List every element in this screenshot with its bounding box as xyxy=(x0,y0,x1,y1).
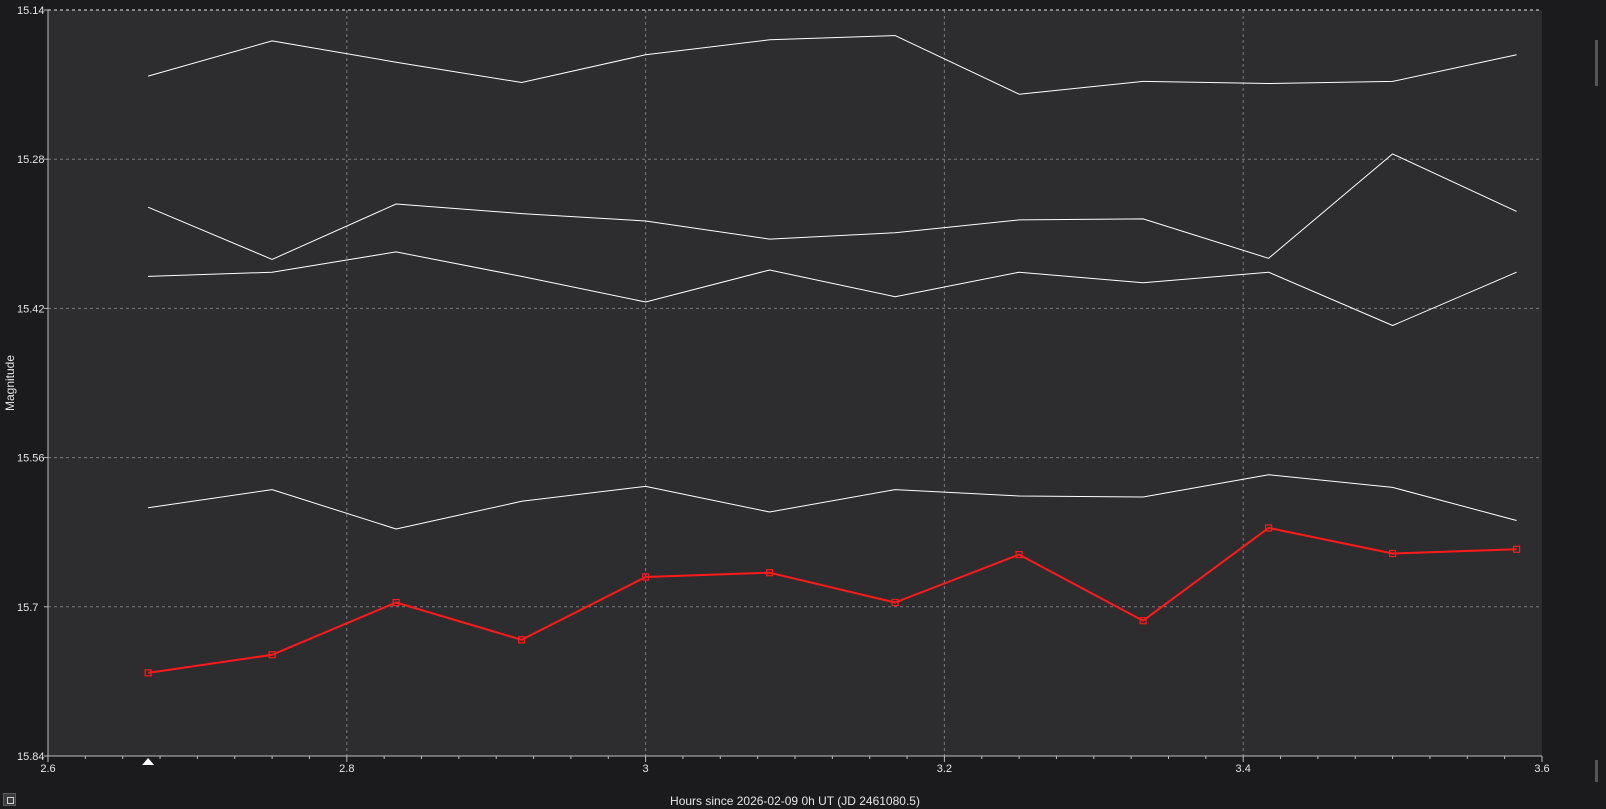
target-data-point[interactable] xyxy=(1388,549,1397,558)
comparison-series-line xyxy=(148,251,1517,326)
x-tick-label: 3.6 xyxy=(1534,763,1549,775)
comparison-series-line xyxy=(147,153,1517,260)
axes xyxy=(44,9,1543,762)
target-series-line xyxy=(147,526,1517,674)
y-tick-label: 15.42 xyxy=(17,303,45,315)
x-tick-label: 3.4 xyxy=(1236,763,1251,775)
target-data-point[interactable] xyxy=(1139,617,1147,625)
x-tick-label: 3.2 xyxy=(937,763,952,775)
target-data-point[interactable] xyxy=(1513,545,1521,553)
x-tick-label: 3 xyxy=(643,763,649,775)
corner-toggle-button[interactable] xyxy=(3,793,16,806)
y-axis-title: Magnitude xyxy=(3,355,17,411)
comparison-series-line xyxy=(147,35,1517,95)
target-data-point[interactable] xyxy=(891,598,899,607)
target-data-point[interactable] xyxy=(641,573,650,581)
scrollbar-thumb[interactable] xyxy=(1595,40,1598,86)
y-tick-label: 15.56 xyxy=(17,453,45,465)
comparison-series-line xyxy=(148,474,1517,530)
tick-labels: 15.14 15.28 15.42 15.56 15.7 15.842.6 2.8 3 3.2 3… xyxy=(17,5,1550,775)
target-data-point[interactable] xyxy=(517,636,526,644)
current-x-triangle-marker[interactable] xyxy=(142,758,155,765)
y-tick-label: 15.84 xyxy=(17,751,45,763)
right-scroll-strip xyxy=(1590,0,1606,809)
y-tick-label: 15.7 xyxy=(17,602,38,614)
scrollbar-track-marker xyxy=(1595,760,1598,782)
x-axis-title: Hours since 2026-02-09 0h UT (JD 2461080… xyxy=(670,794,920,808)
target-data-point[interactable] xyxy=(1015,550,1023,559)
plot-area xyxy=(48,10,1542,756)
x-tick-label: 2.6 xyxy=(40,763,55,775)
target-data-point[interactable] xyxy=(766,569,774,577)
x-tick-label: 2.8 xyxy=(339,763,354,775)
target-data-point[interactable] xyxy=(268,651,276,659)
target-data-point[interactable] xyxy=(144,669,152,677)
target-data-point[interactable] xyxy=(1264,524,1273,532)
y-tick-label: 15.14 xyxy=(17,5,45,17)
series-group xyxy=(144,35,1521,677)
target-data-point[interactable] xyxy=(392,598,400,607)
y-tick-label: 15.28 xyxy=(17,154,45,166)
